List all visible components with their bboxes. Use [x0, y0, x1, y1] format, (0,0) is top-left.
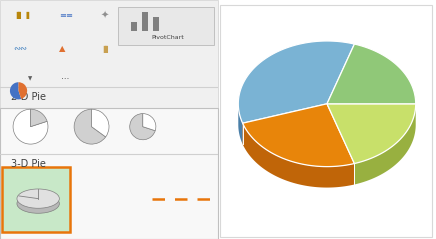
FancyBboxPatch shape: [220, 5, 432, 237]
Polygon shape: [238, 41, 354, 123]
Polygon shape: [238, 104, 242, 144]
Bar: [0, 0, 218, 108]
Text: ▲: ▲: [59, 44, 65, 54]
Bar: [131, 22, 137, 31]
Polygon shape: [327, 44, 416, 104]
Wedge shape: [31, 109, 47, 127]
Ellipse shape: [17, 189, 59, 208]
FancyBboxPatch shape: [2, 167, 70, 232]
Bar: [0, 108, 218, 239]
Polygon shape: [242, 123, 354, 188]
Wedge shape: [92, 109, 109, 137]
Text: ⋯: ⋯: [61, 74, 69, 83]
Wedge shape: [74, 109, 106, 144]
Text: PivotChart: PivotChart: [151, 35, 184, 39]
Text: ≡≡: ≡≡: [59, 11, 73, 20]
Text: 3-D Pie: 3-D Pie: [11, 159, 46, 169]
Wedge shape: [18, 82, 27, 99]
Bar: [153, 17, 159, 31]
Wedge shape: [130, 114, 155, 140]
FancyBboxPatch shape: [118, 7, 214, 45]
Text: ▼: ▼: [28, 76, 33, 81]
Wedge shape: [10, 82, 21, 99]
Text: ▐▌: ▐▌: [100, 45, 111, 53]
Text: ✦: ✦: [100, 11, 109, 21]
Ellipse shape: [17, 194, 59, 213]
Polygon shape: [354, 104, 416, 185]
Wedge shape: [13, 109, 48, 144]
Text: ▐▌▐: ▐▌▐: [13, 12, 29, 19]
Bar: [142, 12, 148, 31]
Polygon shape: [327, 104, 416, 163]
Wedge shape: [143, 114, 156, 131]
Text: 2-D Pie: 2-D Pie: [11, 92, 46, 102]
Polygon shape: [242, 104, 354, 167]
Text: ∾∾: ∾∾: [13, 44, 27, 54]
